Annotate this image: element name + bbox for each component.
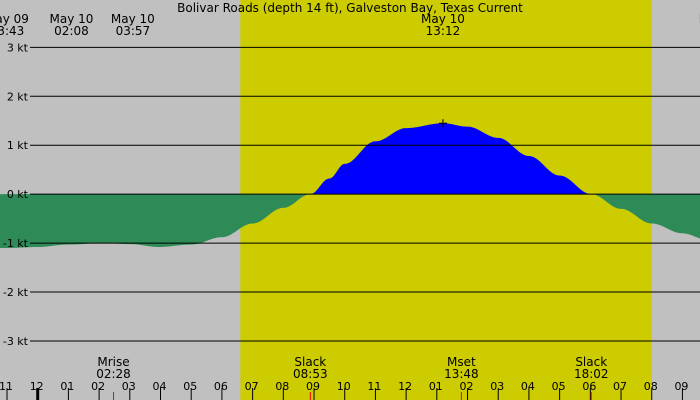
hour-tick-label: 07 — [245, 380, 259, 393]
top-event-date: M — [699, 12, 700, 26]
hour-tick-label: 03 — [122, 380, 136, 393]
top-event-date: May 09 — [0, 12, 29, 26]
top-event-date: May 10 — [111, 12, 155, 26]
bottom-event-time: 13:48 — [444, 367, 479, 381]
hour-tick-label: 08 — [644, 380, 658, 393]
y-tick-label: 3 kt — [7, 41, 29, 54]
bottom-event-time: 02:28 — [96, 367, 131, 381]
hour-tick-label: 06 — [214, 380, 228, 393]
y-tick-label: 2 kt — [7, 90, 29, 103]
hour-tick-label: 06 — [582, 380, 596, 393]
series-layer — [0, 123, 700, 248]
hour-tick-label: 01 — [60, 380, 74, 393]
hour-tick-label: 02 — [91, 380, 105, 393]
top-event-time: 03:57 — [116, 24, 151, 38]
hour-tick-label: 09 — [674, 380, 688, 393]
bottom-event-name: Mrise — [97, 355, 129, 369]
hour-tick-label: 11 — [367, 380, 381, 393]
hour-tick-label: 01 — [429, 380, 443, 393]
bottom-event-time: 18:02 — [574, 367, 609, 381]
bottom-event-name: Slack — [575, 355, 607, 369]
hour-tick-label: 03 — [490, 380, 504, 393]
top-event-date: May 10 — [50, 12, 94, 26]
top-event-time: 13:12 — [426, 24, 461, 38]
bottom-event-name: Mset — [447, 355, 476, 369]
hour-tick-label: 12 — [30, 380, 44, 393]
hour-tick-label: 09 — [306, 380, 320, 393]
hour-tick-label: 11 — [0, 380, 13, 393]
bottom-event-time: 08:53 — [293, 367, 328, 381]
top-event-date: May 10 — [421, 12, 465, 26]
grid-layer — [30, 46, 700, 342]
hour-tick-label: 02 — [460, 380, 474, 393]
top-event-time: 02:08 — [54, 24, 89, 38]
hour-tick-label: 07 — [613, 380, 627, 393]
ebb-current-area — [0, 194, 700, 248]
hour-tick-label: 08 — [275, 380, 289, 393]
daylight-band — [240, 0, 652, 400]
top-event-time: 23:43 — [0, 24, 24, 38]
hour-tick-label: 04 — [153, 380, 167, 393]
bottom-event-name: Slack — [294, 355, 326, 369]
hour-tick-label: 12 — [398, 380, 412, 393]
y-tick-label: 0 kt — [7, 188, 29, 201]
hour-tick-label: 05 — [552, 380, 566, 393]
y-tick-label: -2 kt — [3, 286, 29, 299]
x-axis: 11 12 01 02 03 04 05 06 07 08 09 10 11 12 01 02 03 04 05 06… — [0, 380, 688, 400]
chart-title: Bolivar Roads (depth 14 ft), Galveston B… — [177, 1, 523, 15]
flood-current-area — [0, 123, 700, 195]
y-tick-labels: 3 kt 2 kt 1 kt 0 kt -1 kt -2 kt -3 kt — [3, 41, 29, 348]
hour-tick-label: 05 — [183, 380, 197, 393]
y-tick-label: 1 kt — [7, 139, 29, 152]
hour-tick-label: 10 — [337, 380, 351, 393]
y-tick-label: -1 kt — [3, 237, 29, 250]
y-tick-label: -3 kt — [3, 335, 29, 348]
hour-tick-label: 04 — [521, 380, 535, 393]
